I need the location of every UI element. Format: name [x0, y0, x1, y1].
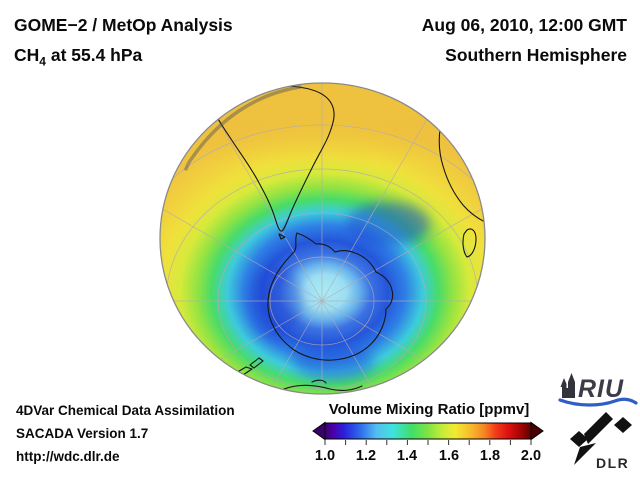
vortex-low-patches: [250, 202, 430, 380]
tick-label-1.0: 1.0: [315, 448, 335, 464]
vortex-patch-w: [250, 264, 302, 340]
colorbar-left-arrow: [312, 421, 326, 441]
colorbar-tick-labels: 1.0 1.2 1.4 1.6 1.8 2.0: [315, 448, 541, 464]
terminator-arc: [184, 85, 302, 171]
tick-label-1.8: 1.8: [480, 448, 500, 464]
coast-tierra-del-fuego: [278, 233, 286, 240]
coast-africa-west: [438, 115, 485, 223]
dlr-text: DLR: [596, 455, 629, 471]
analysis-title: GOME−2 / MetOp Analysis: [14, 15, 233, 35]
assimilation-label: 4DVar Chemical Data Assimilation: [16, 403, 235, 418]
species-label: CH: [14, 45, 40, 65]
datetime-block: Aug 06, 2010, 12:00 GMT Southern Hemisph…: [422, 10, 627, 70]
riu-swoosh: [558, 397, 638, 407]
cathedral-icon: [560, 373, 575, 398]
vortex-patch-s: [294, 344, 374, 380]
colorbar: Volume Mixing Ratio [ppmv] 1.0 1.2 1.4 1…: [312, 401, 544, 464]
species-level-line: CH4 at 55.4 hPa: [14, 40, 233, 77]
url-label: http://wdc.dlr.de: [16, 449, 120, 464]
coast-new-guinea: [283, 384, 363, 391]
coast-new-zealand-north: [249, 357, 264, 369]
version-label: SACADA Version 1.7: [16, 426, 149, 441]
tick-label-1.6: 1.6: [439, 448, 459, 464]
coast-south-america: [213, 84, 335, 232]
colorbar-right-arrow: [530, 421, 544, 441]
globe-rim: [159, 82, 486, 395]
riu-text: RIU: [578, 375, 624, 403]
credits-block: 4DVar Chemical Data Assimilation SACADA …: [16, 399, 235, 468]
tropics-gold-band: [160, 83, 485, 148]
tick-label-1.4: 1.4: [397, 448, 417, 464]
dlr-logo: DLR: [570, 412, 632, 471]
coast-africa-east: [483, 151, 485, 194]
coast-antarctica: [267, 232, 394, 361]
date-label: Aug 06, 2010, 12:00 GMT: [421, 15, 627, 35]
coast-madagascar: [462, 228, 477, 258]
hemisphere-globe-map: [159, 82, 486, 395]
vortex-patch-ne: [346, 202, 430, 246]
riu-logo: RIU: [558, 373, 638, 407]
dlr-emblem-icon: [570, 412, 632, 465]
coast-island-small: [311, 379, 327, 384]
pressure-level-label: at 55.4 hPa: [45, 45, 143, 65]
colorbar-gradient-bar: [324, 422, 532, 440]
tick-label-1.2: 1.2: [356, 448, 376, 464]
tick-label-2.0: 2.0: [521, 448, 541, 464]
title-block: GOME−2 / MetOp Analysis CH4 at 55.4 hPa: [14, 10, 233, 77]
colorbar-ticks: [324, 440, 532, 445]
colorbar-title: Volume Mixing Ratio [ppmv]: [329, 401, 530, 418]
species-subscript: 4: [39, 54, 46, 69]
hemisphere-label: Southern Hemisphere: [445, 45, 627, 65]
